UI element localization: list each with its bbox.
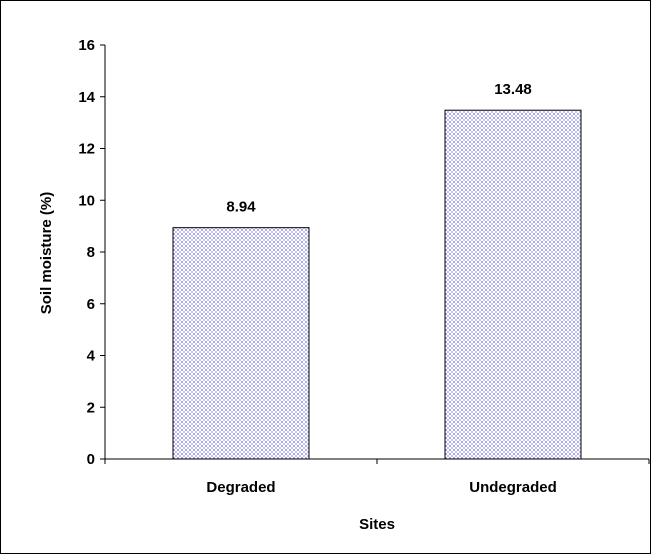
y-tick-label: 0	[87, 451, 95, 468]
data-label: 13.48	[494, 81, 532, 98]
y-tick-label: 4	[87, 348, 96, 365]
y-tick-label: 16	[78, 37, 95, 54]
y-axis-title: Soil moisture (%)	[38, 192, 55, 315]
x-category-label: Undegraded	[469, 479, 557, 496]
y-tick-label: 14	[78, 89, 95, 106]
labels-layer: 0 2 4 6 8 10 12 14 16 8.94 Degraded 13.48 Undegraded	[78, 37, 556, 496]
y-tick-label: 6	[87, 296, 95, 313]
x-category-label: Degraded	[206, 479, 275, 496]
y-tick-label: 10	[78, 192, 95, 209]
bar-degraded	[172, 227, 310, 460]
y-tick-label: 8	[87, 244, 95, 261]
y-tick-label: 2	[87, 399, 95, 416]
axes-layer	[100, 44, 650, 464]
y-tick-label: 12	[78, 141, 95, 158]
x-axis-title: Sites	[359, 516, 395, 533]
data-label: 8.94	[226, 199, 256, 216]
bars-layer	[172, 109, 582, 460]
bar-undegraded	[444, 109, 582, 460]
